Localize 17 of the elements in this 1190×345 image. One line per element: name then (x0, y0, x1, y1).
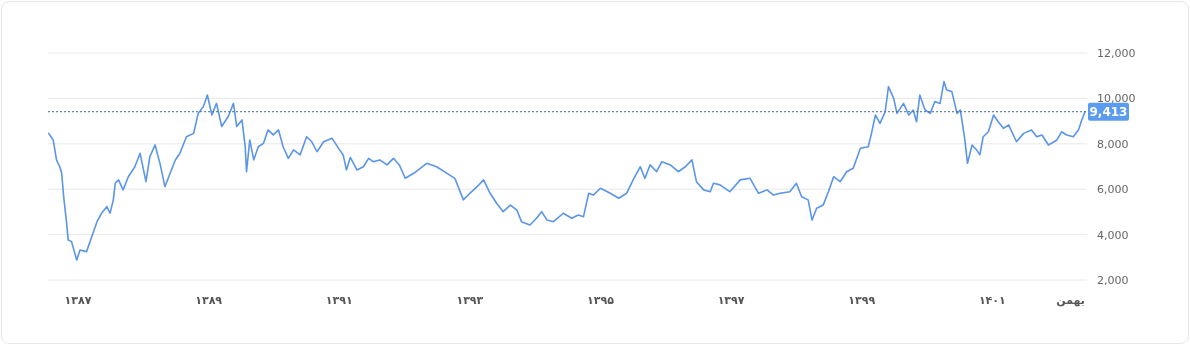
x-tick-label: ۱۳۹۵ (587, 294, 615, 307)
ref-line-label: 9,413 (1089, 105, 1128, 120)
x-tick-label: ۱۳۹۱ (325, 294, 353, 307)
y-tick-label: 10,000 (1097, 92, 1136, 106)
x-tick-label: ۱۳۹۷ (717, 294, 745, 307)
y-tick-label: 2,000 (1097, 274, 1129, 287)
x-tick-label: ۱۳۹۳ (456, 294, 484, 307)
y-tick-label: 4,000 (1097, 228, 1129, 242)
x-tick-label: ۱۳۸۹ (195, 294, 223, 307)
y-tick-label: 12,000 (1097, 47, 1136, 60)
x-tick-label: ۱۳۹۹ (848, 294, 876, 307)
x-tick-label: ۱۳۸۷ (64, 294, 92, 307)
y-tick-label: 8,000 (1097, 137, 1129, 151)
y-tick-label: 6,000 (1097, 183, 1129, 197)
x-tick-label: ۱۴۰۱ (978, 294, 1006, 307)
line-series (47, 80, 1086, 261)
x-tick-label: بهمن (1056, 294, 1086, 307)
